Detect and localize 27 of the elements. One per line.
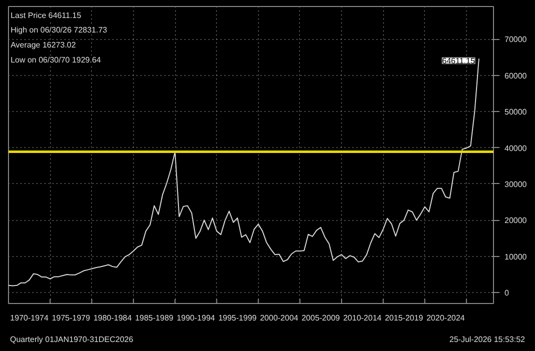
line-series — [8, 58, 480, 286]
x-tick-label: 1970-1974 — [10, 314, 49, 322]
x-tick-label: 2015-2019 — [384, 314, 424, 322]
annotation: Average 16273.02 — [10, 40, 76, 50]
annotation: Last Price 64611.15 — [10, 10, 82, 20]
annotation: 64611.15 — [442, 56, 476, 66]
y-tick-label: 20000 — [504, 216, 528, 226]
y-tick-label: 10000 — [504, 252, 528, 262]
y-tick-label: 30000 — [504, 180, 528, 189]
x-tick-label: 1995-1999 — [218, 314, 258, 322]
y-tick-label: 70000 — [504, 35, 528, 44]
y-tick-label: 60000 — [504, 71, 528, 80]
x-tick-label: 2010-2014 — [343, 314, 382, 322]
y-tick-label: 50000 — [504, 108, 528, 117]
y-tick-label: 0 — [504, 288, 510, 298]
x-tick-label: 2005-2009 — [302, 314, 340, 322]
x-tick-label: 2020-2024 — [426, 314, 466, 322]
annotation: High on 06/30/26 72831.73 — [10, 26, 108, 35]
x-tick-label: 1975-1979 — [52, 314, 91, 322]
annotation: Low on 06/30/70 1929.64 — [10, 55, 102, 64]
text: Quarterly 01JAN1970-31DEC2026 — [10, 334, 134, 346]
x-tick-label: 1980-1984 — [93, 314, 132, 322]
text: 25-Jul-2026 15:53:52 — [449, 334, 525, 346]
x-tick-label: 2000-2004 — [260, 314, 299, 322]
x-tick-label: 1985-1989 — [135, 314, 174, 322]
x-tick-label: 1990-1994 — [176, 314, 216, 322]
y-tick-label: 40000 — [504, 144, 528, 153]
